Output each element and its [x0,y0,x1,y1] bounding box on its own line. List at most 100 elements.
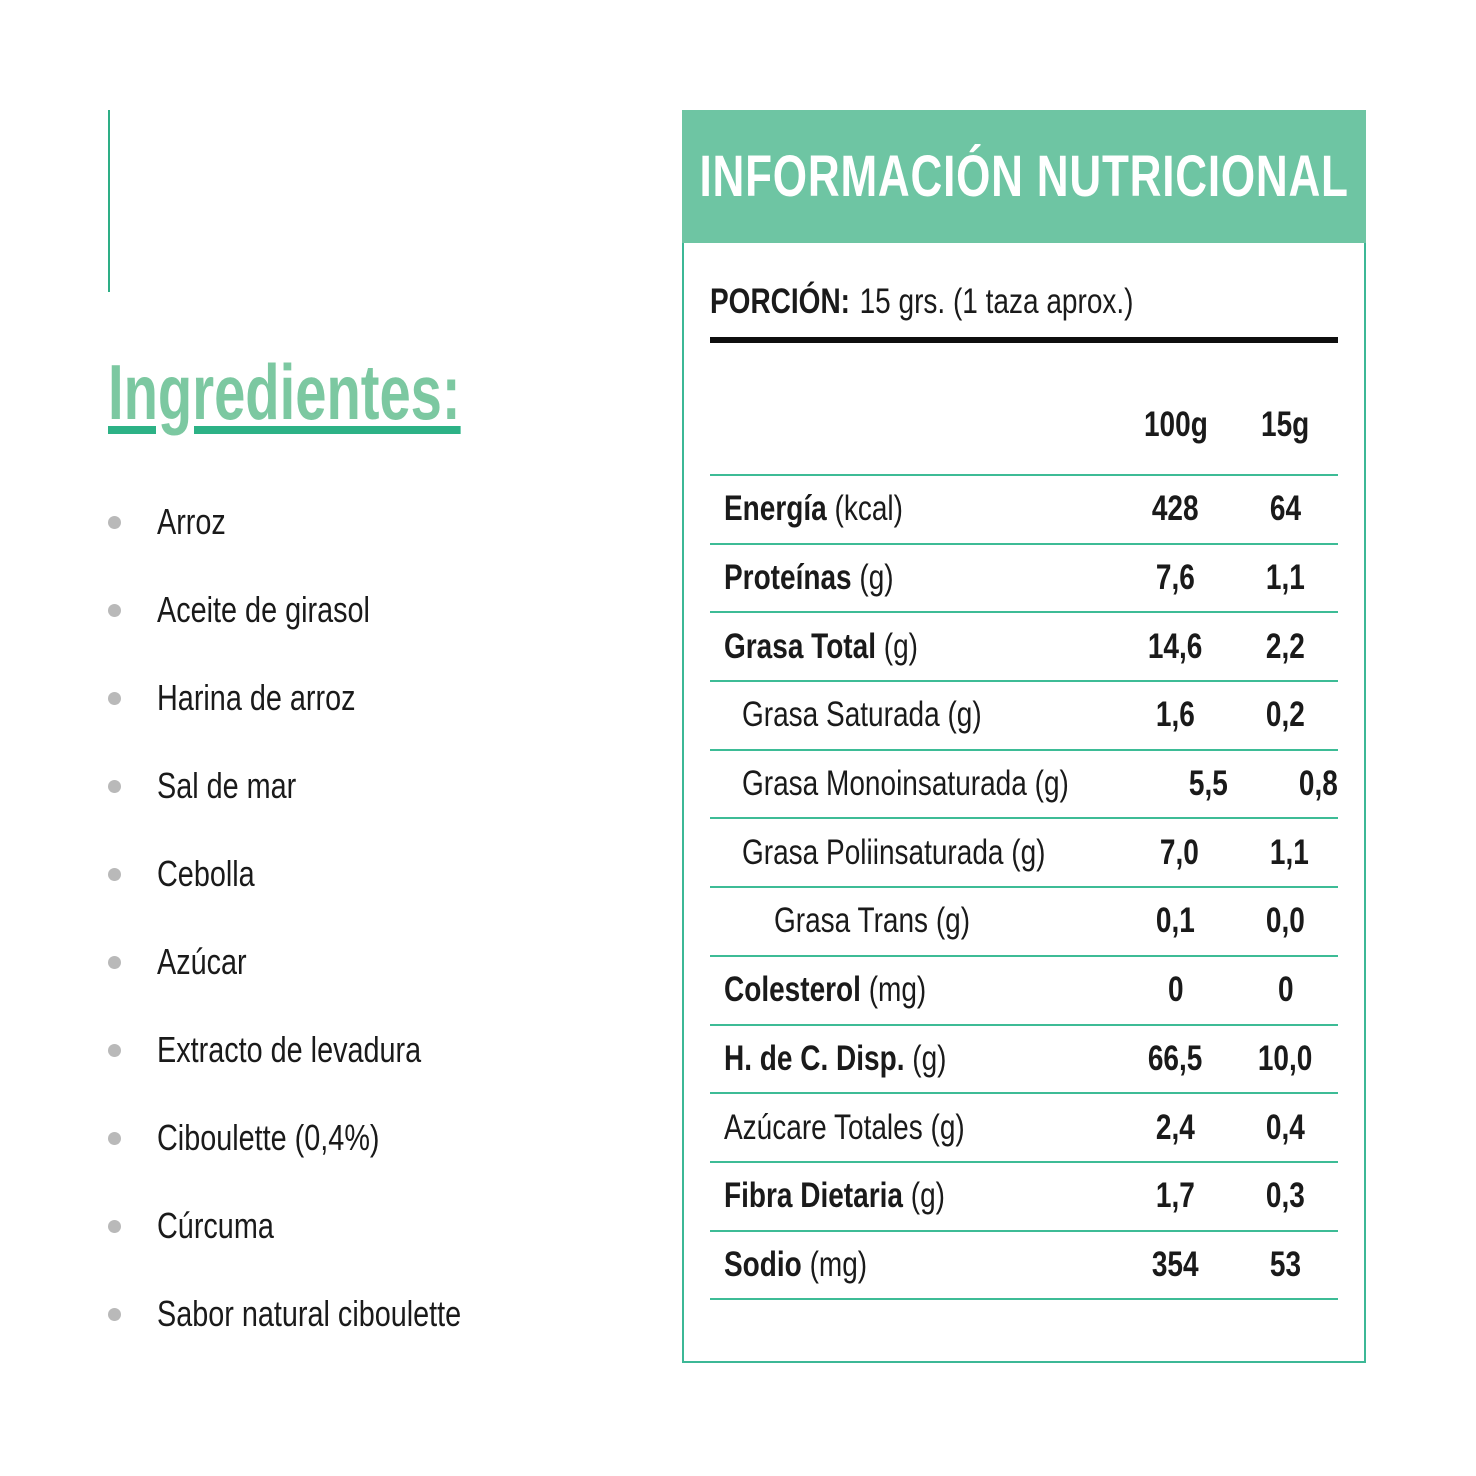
value-100g-cell: 428 [1118,489,1233,529]
column-header-row: 100g 15g [710,343,1338,476]
nutrient-name: Fibra Dietaria [724,1176,903,1216]
value-100g: 0 [1167,970,1184,1010]
nutrient-unit: (g) [883,626,918,666]
value-15g: 0 [1277,970,1294,1010]
value-15g: 1,1 [1266,558,1305,598]
value-100g: 0,1 [1156,901,1195,941]
ingredient-item: Cúrcuma [108,1182,537,1270]
portion-row: PORCIÓN: 15 grs. (1 taza aprox.) [710,281,1338,323]
nutrient-name: Grasa Total [724,626,876,666]
nutrient-name: Grasa Monoinsaturada [742,764,1027,804]
value-100g-cell: 7,6 [1118,558,1233,598]
bullet-dot-icon [108,1307,121,1321]
nutrient-name-cell: Grasa Trans (g) [710,901,1118,941]
nutrient-unit: (g) [935,901,971,941]
ingredient-label: Harina de arroz [157,677,356,718]
ingredient-label: Azúcar [157,941,247,982]
value-100g: 7,6 [1156,558,1195,598]
ingredient-label: Arroz [157,501,226,542]
value-100g: 66,5 [1148,1038,1203,1078]
bullet-dot-icon [108,1219,121,1233]
ingredient-item: Aceite de girasol [108,566,537,654]
value-15g: 53 [1269,1244,1302,1284]
value-100g-cell: 7,0 [1121,833,1236,873]
value-15g-cell: 1,1 [1236,833,1341,873]
value-15g-cell: 0,3 [1233,1176,1338,1216]
value-15g-cell: 2,2 [1233,627,1338,667]
decorative-vertical-line [108,110,110,292]
nutrient-name-cell: Grasa Saturada (g) [710,695,1118,735]
value-100g: 7,0 [1159,832,1199,872]
value-15g-cell: 0 [1233,970,1338,1010]
nutrition-row: Grasa Monoinsaturada (g) 5,5 0,8 [710,751,1338,820]
nutrient-name: Proteínas [724,558,852,598]
nutrition-content: PORCIÓN: 15 grs. (1 taza aprox.) 100g 15g… [684,281,1364,1301]
ingredients-heading-text: Ingredientes: [108,348,461,436]
nutrition-row: H. de C. Disp. (g) 66,5 10,0 [710,1026,1338,1095]
nutrient-unit: (g) [859,558,894,598]
value-100g-cell: 0,1 [1118,901,1233,941]
value-15g-cell: 0,4 [1233,1108,1338,1148]
nutrient-name-cell: Azúcare Totales (g) [710,1108,1118,1148]
value-100g-cell: 1,7 [1118,1176,1233,1216]
ingredient-label: Cúrcuma [157,1205,274,1246]
value-15g: 0,4 [1266,1107,1305,1147]
value-100g: 354 [1152,1244,1199,1284]
nutrition-header-band: INFORMACIÓN NUTRICIONAL [682,110,1366,243]
value-100g: 1,6 [1156,695,1195,735]
bullet-dot-icon [108,603,121,617]
value-15g-cell: 10,0 [1233,1039,1338,1079]
value-15g: 0,2 [1266,695,1305,735]
bullet-dot-icon [108,779,121,793]
nutrition-row: Grasa Saturada (g) 1,6 0,2 [710,682,1338,751]
ingredient-label: Sabor natural ciboulette [157,1293,462,1334]
value-15g: 0,3 [1266,1176,1305,1216]
ingredient-item: Ciboulette (0,4%) [108,1094,537,1182]
portion-value: 15 grs. (1 taza aprox.) [859,282,1134,321]
value-100g-cell: 5,5 [1151,764,1266,804]
nutrient-unit: (mg) [868,970,927,1010]
value-15g: 10,0 [1258,1038,1313,1078]
ingredient-item: Sal de mar [108,742,537,830]
nutrient-name-cell: H. de C. Disp. (g) [710,1039,1118,1079]
nutrition-panel: INFORMACIÓN NUTRICIONAL PORCIÓN: 15 grs. … [682,110,1366,1363]
nutrient-name-cell: Sodio (mg) [710,1245,1118,1285]
nutrient-name: Grasa Poliinsaturada [742,832,1004,872]
value-100g: 5,5 [1188,764,1228,804]
ingredient-label: Cebolla [157,853,255,894]
value-15g-cell: 53 [1233,1245,1338,1285]
value-15g: 64 [1269,489,1302,529]
nutrient-unit: (kcal) [834,489,903,529]
value-15g-cell: 64 [1233,489,1338,529]
bullet-dot-icon [108,1043,121,1057]
nutrition-row: Energía (kcal) 428 64 [710,476,1338,545]
thick-divider-rule [710,337,1338,343]
nutrient-name: H. de C. Disp. [724,1038,905,1078]
value-100g: 1,7 [1156,1176,1195,1216]
nutrition-row: Fibra Dietaria (g) 1,7 0,3 [710,1163,1338,1232]
value-15g-cell: 0,0 [1233,901,1338,941]
ingredients-heading: Ingredientes: [108,348,598,436]
bullet-dot-icon [108,691,121,705]
nutrient-unit: (g) [947,695,982,735]
nutrition-row: Proteínas (g) 7,6 1,1 [710,545,1338,614]
ingredient-label: Aceite de girasol [157,589,370,630]
nutrition-row: Colesterol (mg) 0 0 [710,957,1338,1026]
ingredient-label: Ciboulette (0,4%) [157,1117,380,1158]
bullet-dot-icon [108,867,121,881]
nutrient-name: Azúcare Totales [724,1107,923,1147]
value-100g-cell: 1,6 [1118,695,1233,735]
nutrient-name: Grasa Trans [774,901,929,941]
value-100g: 428 [1152,489,1199,529]
nutrient-name: Sodio [724,1244,802,1284]
nutrient-unit: (g) [930,1107,965,1147]
nutrient-unit: (g) [912,1038,947,1078]
nutrient-name: Colesterol [724,970,861,1010]
ingredient-item: Cebolla [108,830,537,918]
value-15g: 2,2 [1266,626,1305,666]
nutrient-unit: (mg) [809,1244,868,1284]
value-15g-cell: 1,1 [1233,558,1338,598]
nutrition-table-body: Energía (kcal) 428 64 Proteínas (g) 7,6 … [710,476,1341,1301]
ingredient-item: Extracto de levadura [108,1006,537,1094]
nutrient-name-cell: Grasa Total (g) [710,627,1118,667]
